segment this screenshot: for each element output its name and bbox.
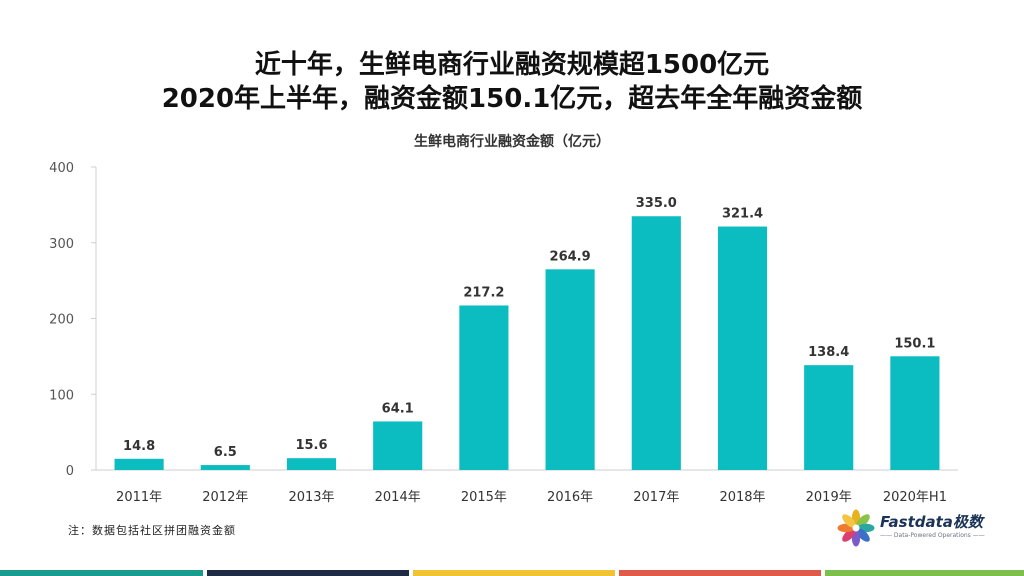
footer-gap <box>615 570 619 576</box>
bar <box>286 458 337 470</box>
value-label: 64.1 <box>382 401 414 416</box>
x-tick-label: 2020年H1 <box>883 490 947 505</box>
headline-line-2: 2020年上半年，融资金额150.1亿元，超去年全年融资金额 <box>161 84 863 114</box>
footer-segment <box>413 570 615 576</box>
value-label: 321.4 <box>722 207 763 222</box>
value-label: 264.9 <box>550 249 591 264</box>
value-label: 138.4 <box>808 345 849 360</box>
bar <box>804 365 854 470</box>
bar <box>545 269 595 470</box>
bar <box>890 356 940 470</box>
value-label: 6.5 <box>214 445 237 460</box>
x-tick-label: 2013年 <box>288 490 334 505</box>
x-tick-label: 2017年 <box>633 490 679 505</box>
bar <box>200 465 250 470</box>
logo-center <box>852 524 860 532</box>
bar <box>373 421 423 470</box>
footer-segment <box>825 570 1024 576</box>
value-label: 150.1 <box>894 336 935 351</box>
x-tick-label: 2012年 <box>202 490 248 505</box>
x-tick-label: 2018年 <box>719 490 765 505</box>
bar <box>114 458 164 470</box>
footer-segment <box>619 570 821 576</box>
x-tick-label: 2019年 <box>806 490 852 505</box>
logo-petal <box>856 528 870 542</box>
x-tick-label: 2011年 <box>116 490 162 505</box>
flower-logo-icon <box>837 509 875 547</box>
value-label: 14.8 <box>123 439 155 454</box>
value-label: 217.2 <box>463 285 504 300</box>
bar <box>459 305 509 470</box>
footer-segment <box>0 570 203 576</box>
y-tick-label: 200 <box>49 313 74 328</box>
logo-petal <box>842 514 856 528</box>
y-tick-label: 300 <box>49 237 74 252</box>
value-label: 335.0 <box>636 196 677 211</box>
value-label: 15.6 <box>295 438 327 453</box>
footer-segment <box>207 570 409 576</box>
logo-petal <box>842 528 856 542</box>
footer-gap <box>203 570 207 576</box>
headline-line-1: 近十年，生鲜电商行业融资规模超1500亿元 <box>254 50 770 80</box>
footer-gap <box>821 570 825 576</box>
y-tick-label: 0 <box>66 464 74 479</box>
footer-gap <box>409 570 413 576</box>
bar-chart: 0 100 200 300 400 14.8 2011年 6.5 2012年 15.6 2013年 6… <box>49 161 958 505</box>
bar <box>717 226 768 470</box>
x-tick-label: 2015年 <box>461 490 507 505</box>
bar <box>631 216 681 470</box>
chart-title: 生鲜电商行业融资金额（亿元） <box>414 134 610 150</box>
logo-petal <box>856 514 870 528</box>
x-tick-label: 2014年 <box>375 490 421 505</box>
footer-color-bar <box>0 570 1024 576</box>
logo-tagline: —— Data-Powered Operations —— <box>880 532 985 539</box>
x-tick-label: 2016年 <box>547 490 593 505</box>
logo-name: Fastdata极数 <box>880 513 983 531</box>
footnote: 注：数据包括社区拼团融资金额 <box>68 524 236 537</box>
y-tick-label: 100 <box>49 388 74 403</box>
y-tick-label: 400 <box>49 161 74 176</box>
fastdata-logo: Fastdata极数 —— Data-Powered Operations —— <box>836 508 986 548</box>
